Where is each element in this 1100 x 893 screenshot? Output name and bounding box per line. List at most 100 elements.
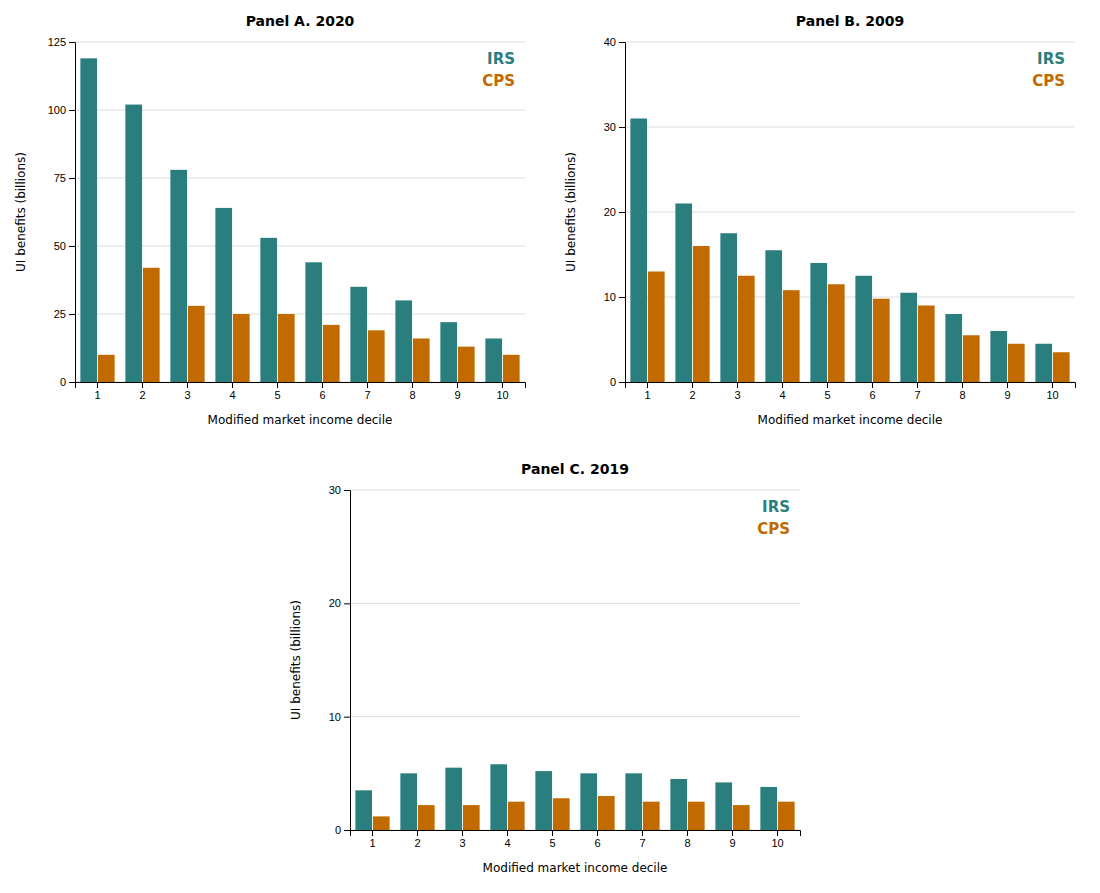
x-tick: 1 (369, 830, 375, 849)
bar (553, 798, 570, 830)
x-tick-label: 9 (1004, 389, 1010, 401)
x-tick: 5 (274, 382, 280, 401)
x-tick: 6 (594, 830, 600, 849)
x-tick: 3 (184, 382, 190, 401)
series-label: IRS (1037, 50, 1065, 68)
title: Panel C. 2019 (521, 461, 629, 477)
y-axis: 010203040 (604, 36, 626, 388)
series-label: CPS (1032, 72, 1065, 90)
bar (350, 287, 367, 382)
x-tick-label: 6 (594, 837, 600, 849)
x-tick-mark (732, 830, 733, 836)
x-tick: 9 (729, 830, 735, 849)
x-tick: 2 (689, 382, 695, 401)
x-tick-mark (782, 382, 783, 388)
y-tick-mark (69, 110, 75, 111)
bar (503, 355, 520, 382)
panel: 01020304012345678910Panel B. 2009Modifie… (564, 13, 1076, 427)
bar (675, 204, 692, 383)
x-tick-label: 8 (959, 389, 965, 401)
x-tick: 2 (139, 382, 145, 401)
bar (828, 284, 845, 382)
y-tick: 0 (335, 824, 350, 836)
series-label: CPS (482, 72, 515, 90)
x-tick: 10 (496, 382, 508, 401)
y-tick-mark (69, 178, 75, 179)
x-axis-line (351, 831, 801, 837)
y-tick-mark (69, 382, 75, 383)
bar (693, 246, 710, 382)
grid-line (75, 246, 525, 247)
x-tick: 7 (914, 382, 920, 401)
y-tick: 30 (329, 484, 350, 496)
x-tick-label: 7 (364, 389, 370, 401)
y-tick-label: 50 (54, 240, 66, 252)
x-axis: 12345678910 (76, 382, 526, 401)
bar (143, 268, 160, 382)
x-tick-label: 5 (549, 837, 555, 849)
bar (738, 276, 755, 382)
bar (783, 290, 800, 382)
grid (625, 42, 1075, 382)
y-tick: 10 (604, 291, 625, 303)
x-tick-label: 7 (914, 389, 920, 401)
bar (760, 787, 777, 830)
y-tick-mark (619, 212, 625, 213)
x-axis-label: Modified market income decile (208, 413, 393, 427)
grid-line (350, 716, 800, 717)
bar (170, 170, 187, 382)
y-axis: 0255075100125 (48, 36, 76, 388)
y-tick: 0 (610, 376, 625, 388)
bar (125, 105, 142, 382)
x-tick-label: 4 (504, 837, 510, 849)
grid-line (350, 603, 800, 604)
x-tick-label: 8 (409, 389, 415, 401)
grid-line (625, 212, 1075, 213)
y-tick-label: 10 (329, 711, 341, 723)
panel: 025507510012512345678910Panel A. 2020Mod… (14, 13, 526, 427)
x-tick-mark (917, 382, 918, 388)
y-tick-label: 0 (60, 376, 66, 388)
bar (733, 805, 750, 830)
bar (873, 299, 890, 382)
x-axis: 12345678910 (626, 382, 1076, 401)
x-tick-label: 6 (869, 389, 875, 401)
x-tick-mark (322, 382, 323, 388)
x-tick-label: 4 (229, 389, 235, 401)
bar (990, 331, 1007, 382)
x-tick: 8 (684, 830, 690, 849)
bars (355, 764, 794, 830)
x-tick-mark (692, 382, 693, 388)
grid-line (75, 42, 525, 43)
x-tick: 3 (734, 382, 740, 401)
bar (900, 293, 917, 382)
bar (778, 802, 795, 830)
grid-line (625, 42, 1075, 43)
y-tick-label: 75 (54, 172, 66, 184)
x-tick: 9 (454, 382, 460, 401)
x-tick-label: 10 (496, 389, 508, 401)
series (355, 764, 777, 830)
y-tick-mark (344, 717, 350, 718)
bar (688, 802, 705, 830)
x-tick-mark (187, 382, 188, 388)
x-tick-label: 6 (319, 389, 325, 401)
series-label: IRS (762, 498, 790, 516)
bar (440, 322, 457, 382)
x-tick: 6 (319, 382, 325, 401)
bar (260, 238, 277, 382)
x-tick-label: 1 (644, 389, 650, 401)
grid-line (75, 314, 525, 315)
bar (445, 768, 462, 830)
x-tick: 6 (869, 382, 875, 401)
bar (508, 802, 525, 830)
y-axis-label: UI benefits (billions) (289, 600, 303, 720)
x-tick-label: 4 (779, 389, 785, 401)
y-tick-label: 30 (329, 484, 341, 496)
x-tick-label: 1 (369, 837, 375, 849)
x-tick-label: 9 (729, 837, 735, 849)
y-tick-label: 0 (335, 824, 341, 836)
series-label: CPS (757, 520, 790, 538)
series (630, 119, 1052, 383)
x-tick-label: 5 (824, 389, 830, 401)
